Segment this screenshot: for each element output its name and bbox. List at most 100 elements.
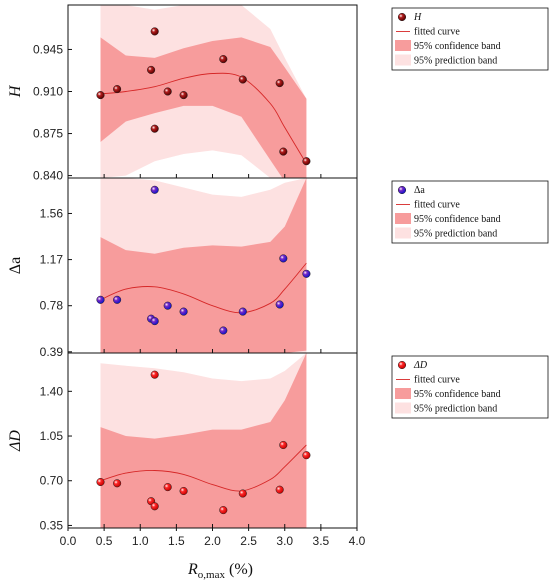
legend-marker-label-Da: Δa: [414, 185, 425, 196]
data-point-H-6: [179, 91, 188, 100]
data-point-H-8: [238, 75, 247, 84]
legend-prediction-swatch-H: [395, 54, 411, 66]
y-tick-label-H-0: 0.840: [33, 169, 63, 183]
y-tick-label-Da-3: 1.56: [40, 206, 64, 220]
bands-DD: [100, 353, 307, 528]
panel-DD: 0.35 0.70 1.05 1.40 ΔD ΔD fitted curve 95% conf…: [7, 352, 549, 532]
data-point-DD-0: [96, 477, 105, 487]
legend-fit-label-DD: fitted curve: [414, 375, 460, 386]
data-point-Da-4: [150, 317, 159, 326]
legend-marker-Da: [397, 185, 407, 195]
legend-marker-label-DD: ΔD: [413, 360, 428, 371]
bands-Da: [100, 178, 307, 353]
x-tick-label-0: 0.0: [60, 534, 77, 548]
data-point-Da-1: [113, 295, 122, 304]
data-point-Da-7: [219, 326, 228, 335]
legend-confidence-label-Da: 95% confidence band: [414, 214, 501, 225]
legend-prediction-swatch-Da: [395, 227, 411, 239]
y-tick-label-H-3: 0.945: [33, 42, 63, 56]
y-tick-label-Da-0: 0.39: [40, 345, 64, 359]
x-tick-label-2: 1.0: [132, 534, 149, 548]
data-point-H-4: [150, 124, 159, 133]
data-point-H-10: [279, 147, 288, 156]
y-axis-label-Da: Δa: [7, 257, 24, 274]
y-tick-label-Da-1: 0.78: [40, 299, 64, 313]
data-point-DD-4: [150, 502, 159, 511]
x-tick-label-4: 2.0: [204, 534, 221, 548]
data-point-DD-1: [113, 479, 122, 488]
data-point-Da-0: [96, 295, 105, 304]
data-point-DD-6: [179, 486, 188, 496]
legend-fit-label-H: fitted curve: [414, 27, 460, 38]
y-tick-label-Da-2: 1.17: [40, 253, 64, 267]
legend-confidence-swatch-DD: [395, 388, 411, 399]
legend-confidence-swatch-H: [395, 40, 411, 51]
x-tick-label-6: 3.0: [276, 534, 293, 548]
legend-marker-H: [397, 12, 407, 22]
data-point-Da-3: [150, 185, 159, 194]
y-tick-label-H-2: 0.910: [33, 85, 63, 99]
legend-box-Da: [391, 180, 549, 244]
y-tick-label-DD-1: 0.70: [40, 474, 64, 488]
x-axis-label: Ro,max (%): [187, 561, 253, 581]
data-point-DD-8: [238, 489, 247, 498]
confidence-band-Da: [100, 178, 307, 353]
legend-prediction-label-DD: 95% prediction band: [414, 404, 497, 415]
panel-Da: 0.39 0.78 1.17 1.56 Δa Δa fitted curve 95% conf…: [7, 177, 549, 359]
x-tick-label-5: 2.5: [240, 534, 257, 548]
data-point-DD-7: [219, 506, 228, 515]
legend-box-H: [391, 7, 549, 71]
x-tick-label-8: 4.0: [349, 534, 366, 548]
x-axis-label-main: R: [187, 561, 198, 578]
legend-confidence-swatch-Da: [395, 213, 411, 224]
data-point-H-0: [96, 91, 105, 100]
confidence-band-DD: [100, 353, 307, 528]
fitted-curve-DD: [100, 444, 307, 492]
data-point-DD-9: [275, 485, 284, 494]
x-tick-label-7: 3.5: [313, 534, 330, 548]
y-tick-label-DD-3: 1.40: [40, 384, 64, 398]
legend-marker-DD: [397, 360, 407, 370]
legend-marker-label-H: H: [413, 12, 422, 23]
data-point-DD-3: [150, 370, 159, 379]
data-point-Da-8: [238, 307, 247, 316]
data-point-DD-11: [302, 451, 311, 460]
legend-confidence-label-H: 95% confidence band: [414, 41, 501, 52]
data-point-H-1: [113, 85, 122, 94]
x-tick-label-3: 1.5: [168, 534, 185, 548]
fitted-curve-H: [100, 72, 307, 164]
data-point-DD-5: [163, 483, 172, 492]
data-point-H-3: [150, 27, 159, 36]
y-tick-label-DD-2: 1.05: [40, 429, 64, 443]
fitted-curve-Da: [100, 262, 307, 314]
legend-box-DD: [391, 355, 549, 419]
legend-prediction-label-Da: 95% prediction band: [414, 229, 497, 240]
data-point-Da-10: [279, 254, 288, 263]
legend-Da: Δa fitted curve 95% confidence band 95% pre…: [391, 180, 549, 244]
data-point-H-11: [302, 157, 311, 166]
data-point-H-5: [163, 87, 172, 96]
bands-H: [100, 5, 307, 178]
legend-fit-label-Da: fitted curve: [414, 200, 460, 211]
legend-confidence-label-DD: 95% confidence band: [414, 389, 501, 400]
data-point-H-2: [147, 65, 156, 74]
data-point-Da-9: [275, 300, 284, 309]
y-tick-label-H-1: 0.875: [33, 127, 63, 141]
legend-DD: ΔD fitted curve 95% confidence band 95% pre…: [391, 355, 549, 419]
y-tick-label-DD-0: 0.35: [40, 518, 64, 532]
y-axis-label-H: H: [7, 84, 24, 98]
data-point-DD-10: [279, 440, 288, 450]
data-point-Da-6: [179, 307, 188, 316]
x-tick-label-1: 0.5: [96, 534, 113, 548]
y-axis-label-DD: ΔD: [7, 430, 24, 452]
legend-prediction-swatch-DD: [395, 402, 411, 414]
x-axis: 0.0 0.5 1.0 1.5 2.0 2.5 3.0 3.5 4.0 Ro,max (%): [60, 528, 366, 581]
data-point-H-7: [219, 55, 228, 64]
data-point-Da-5: [163, 301, 172, 310]
x-axis-label-unit: (%): [225, 561, 253, 578]
x-axis-label-sub: o,max: [198, 569, 226, 581]
data-point-Da-11: [302, 269, 311, 278]
